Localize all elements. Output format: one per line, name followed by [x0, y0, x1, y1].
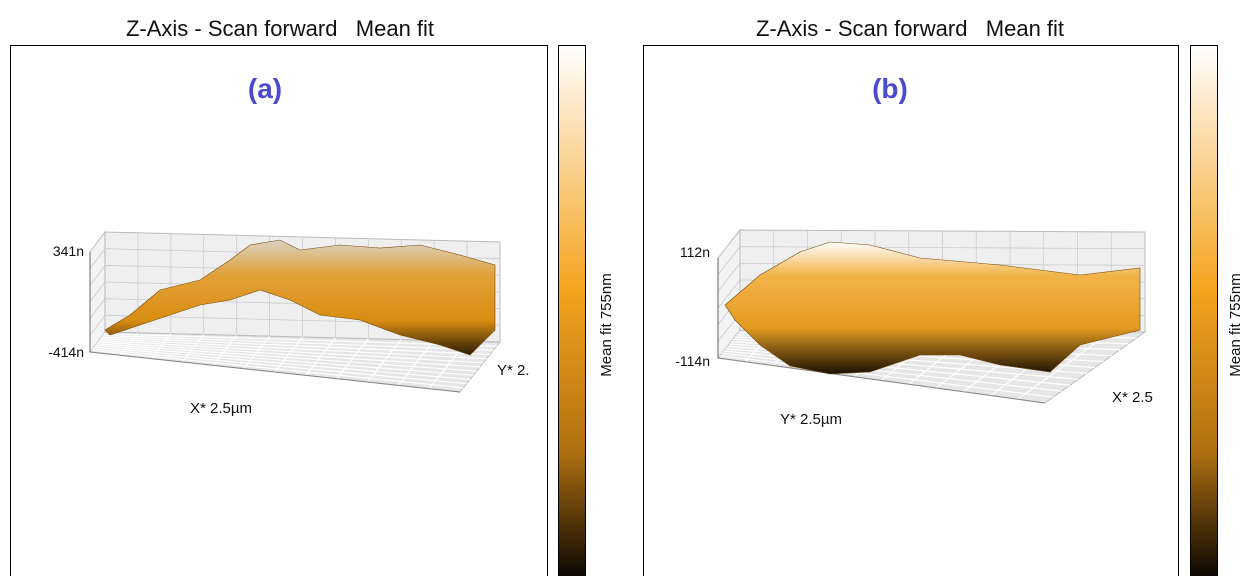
screen: Z-Axis - Scan forward Mean fit (a) 341n …: [0, 0, 1241, 576]
z-tick-label: 341n: [53, 243, 84, 259]
z-tick-label: -414n: [48, 344, 84, 360]
axis-label: Y* 2.5µm: [780, 411, 842, 428]
colorbar: [559, 46, 586, 576]
axis-label: X* 2.5: [1112, 389, 1153, 406]
panel-title: Z-Axis - Scan forward Mean fit: [756, 16, 1064, 41]
panel-title: Z-Axis - Scan forward Mean fit: [126, 16, 434, 41]
panel-label: (b): [872, 73, 908, 104]
z-tick-label: 112n: [680, 244, 710, 260]
colorbar-label: Mean fit 755nm: [1227, 273, 1241, 376]
axis-label: Y* 2.: [497, 362, 530, 379]
z-tick-label: -114n: [675, 353, 710, 369]
panel-b: Z-Axis - Scan forward Mean fit (b) 112n …: [644, 16, 1241, 576]
colorbar: [1191, 46, 1218, 576]
colorbar-label: Mean fit 755nm: [598, 273, 615, 376]
axis-label: X* 2.5µm: [190, 400, 252, 417]
panel-a: Z-Axis - Scan forward Mean fit (a) 341n …: [11, 16, 616, 576]
panel-label: (a): [248, 73, 282, 104]
